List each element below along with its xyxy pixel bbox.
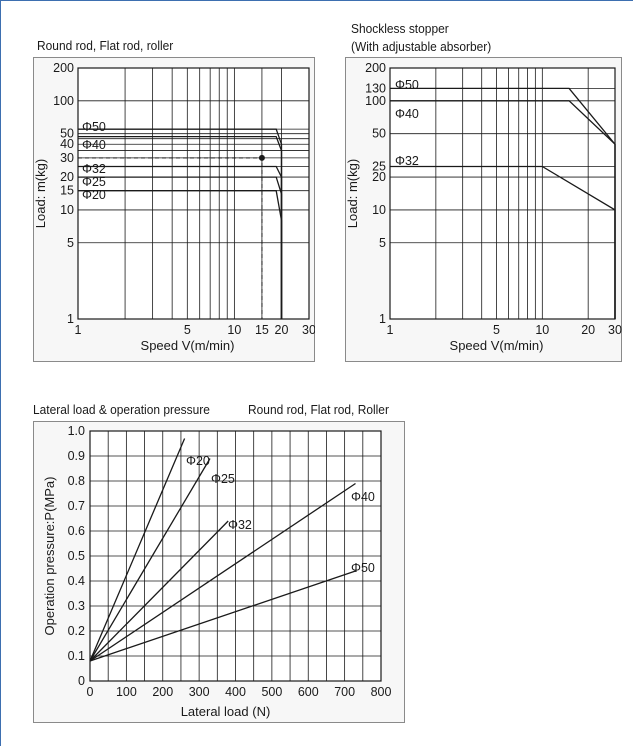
chart1-xtick-label: 30 (302, 323, 315, 337)
chart1-plot-area (78, 68, 309, 319)
chart2-subtitle: (With adjustable absorber) (351, 39, 492, 54)
chart2-xtick-label: 10 (535, 323, 549, 337)
chart3-xtick-label: 800 (371, 685, 392, 699)
chart3-ytick-label: 1.0 (68, 424, 85, 438)
chart1-ytick-label: 200 (53, 61, 74, 75)
chart3-series-line (89, 438, 186, 662)
chart1-reference-point (258, 154, 265, 161)
chart3-ytick-label: 0 (78, 674, 85, 688)
chart2-ylabel: Load: m(kg) (345, 159, 360, 228)
chart1-xtick-label: 15 (255, 323, 269, 337)
chart2-series-line (390, 165, 616, 319)
chart2-xtick-label: 1 (387, 323, 394, 337)
chart3-xlabel: Lateral load (N) (181, 704, 271, 719)
chart2-xtick-label: 30 (608, 323, 622, 337)
chart3-xtick-label: 100 (116, 685, 137, 699)
chart-lateral-load: 1.0 0.9 0.8 0.7 0.6 0.5 0.4 0.3 0.2 0.1 00 100 200 30… (33, 421, 405, 723)
chart3-ytick-label: 0.9 (68, 449, 85, 463)
chart2-ytick-label: 50 (372, 127, 386, 141)
chart1-xlabel: Speed V(m/min) (141, 338, 235, 353)
chart3-xtick-label: 0 (87, 685, 94, 699)
chart2-ytick-label: 25 (372, 160, 386, 174)
chart3-xtick-label: 500 (261, 685, 282, 699)
chart2-series-label: Φ40 (395, 107, 419, 121)
chart3-xtick-label: 700 (334, 685, 355, 699)
chart3-series-label: Φ40 (351, 490, 375, 504)
chart2-ytick-label: 20 (372, 170, 386, 184)
chart3-series-line (89, 570, 356, 662)
chart3-ytick-label: 0.4 (68, 574, 85, 588)
chart2-ytick-label: 100 (365, 94, 386, 108)
chart2-xtick-label: 20 (581, 323, 595, 337)
chart2-ytick-label: 130 (365, 81, 386, 95)
chart1-series-label: Φ32 (82, 162, 106, 176)
chart1-ytick-label: 15 (60, 184, 74, 198)
chart3-xtick-label: 600 (298, 685, 319, 699)
chart1-ytick-label: 5 (67, 236, 74, 250)
chart1-ytick-label: 40 (60, 137, 74, 151)
chart1-title: Round rod, Flat rod, roller (37, 38, 174, 53)
chart2-series-label: Φ50 (395, 78, 419, 92)
chart3-ytick-label: 0.6 (68, 524, 85, 538)
chart3-title: Lateral load & operation pressure (33, 402, 210, 417)
chart3-ytick-label: 0.3 (68, 599, 85, 613)
chart1-plot-border (77, 67, 310, 320)
chart3-series-label: Φ32 (228, 518, 252, 532)
chart1-ytick-label: 30 (60, 151, 74, 165)
chart3-series-line (89, 458, 211, 662)
chart3-ylabel: Operation pressure:P(MPa) (42, 477, 57, 636)
chart1-xtick-label: 5 (184, 323, 191, 337)
chart1-ytick-label: 1 (67, 312, 74, 326)
chart3-ytick-label: 0.2 (68, 624, 85, 638)
chart3-xtick-label: 400 (225, 685, 246, 699)
chart3-ytick-label: 0.7 (68, 499, 85, 513)
chart3-ytick-label: 0.5 (68, 549, 85, 563)
chart3-series-label: Φ50 (351, 561, 375, 575)
chart3-plot-border (89, 430, 382, 682)
chart3-series-line (89, 520, 229, 662)
chart1-xtick-label: 20 (275, 323, 289, 337)
chart1-series-label: Φ25 (82, 175, 106, 189)
chart3-xtick-label: 300 (189, 685, 210, 699)
chart2-title: Shockless stopper (351, 21, 449, 36)
chart2-ytick-label: 10 (372, 203, 386, 217)
chart1-ytick-label: 50 (60, 127, 74, 141)
chart1-series-label: Φ40 (82, 138, 106, 152)
chart1-xtick-label: 1 (75, 323, 82, 337)
chart1-series-line (78, 190, 283, 319)
chart3-subtitle: Round rod, Flat rod, Roller (248, 402, 389, 417)
chart3-series-line (89, 482, 356, 662)
chart2-ytick-label: 200 (365, 61, 386, 75)
chart1-series-label: Φ50 (82, 120, 106, 134)
chart2-plot-area (390, 68, 615, 319)
chart1-series-label: Φ20 (82, 188, 106, 202)
chart2-ytick-label: 5 (379, 236, 386, 250)
chart2-series-label: Φ32 (395, 154, 419, 168)
chart1-ytick-label: 20 (60, 170, 74, 184)
chart3-series-label: Φ25 (211, 472, 235, 486)
chart3-ytick-label: 0.8 (68, 474, 85, 488)
chart1-ytick-label: 10 (60, 203, 74, 217)
chart1-xtick-label: 10 (227, 323, 241, 337)
chart3-ytick-label: 0.1 (68, 649, 85, 663)
chart1-ylabel: Load: m(kg) (33, 159, 48, 228)
chart1-ytick-label: 100 (53, 94, 74, 108)
chart2-xlabel: Speed V(m/min) (450, 338, 544, 353)
chart3-xtick-label: 200 (152, 685, 173, 699)
chart3-series-label: Φ20 (186, 454, 210, 468)
chart2-ytick-label: 1 (379, 312, 386, 326)
chart2-xtick-label: 5 (493, 323, 500, 337)
